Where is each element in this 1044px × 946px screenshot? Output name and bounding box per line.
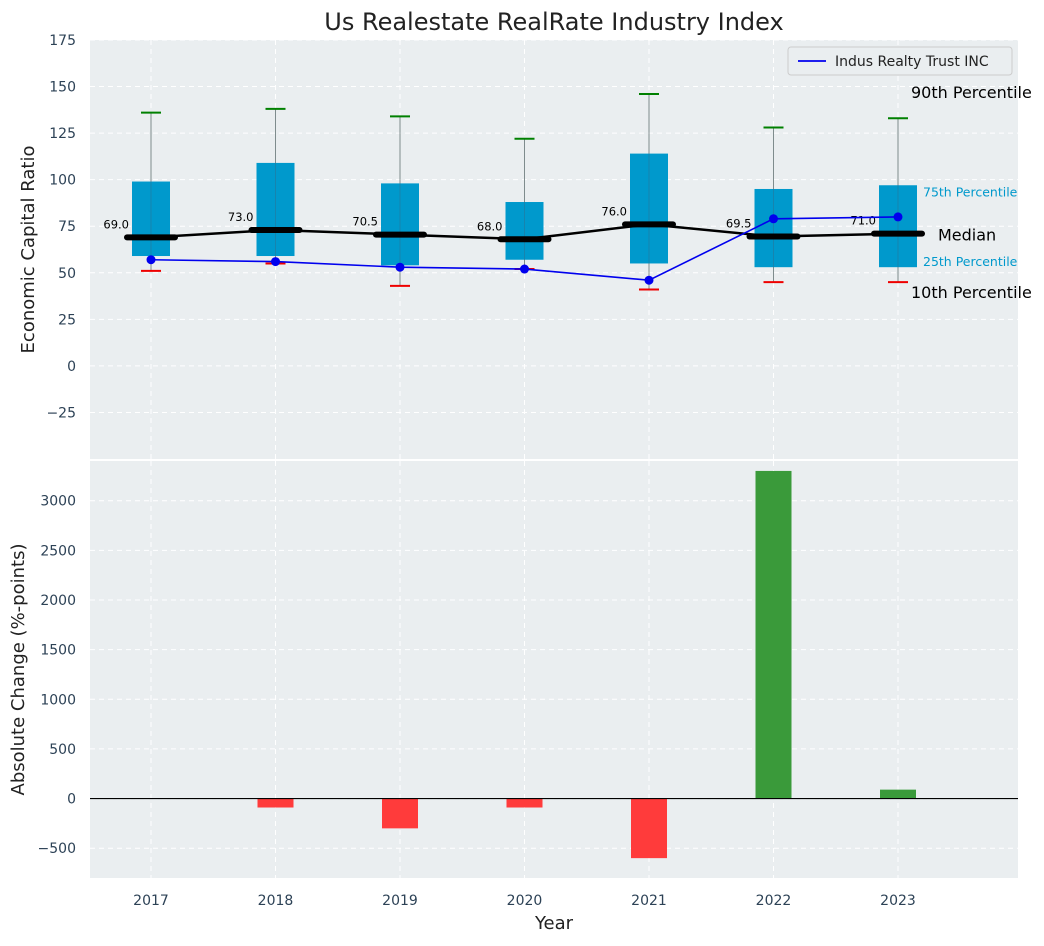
x-tick-label: 2017 [133,893,169,909]
x-tick-label: 2021 [631,893,667,909]
company-series-point [271,257,280,267]
top-y-tick-label: 0 [67,359,76,375]
change-bar [506,798,543,808]
bottom-y-tick-label: 500 [49,742,76,758]
company-series-point [644,275,654,285]
top-panel-background [90,40,1018,459]
company-series-point [520,264,529,274]
median-value-label: 69.5 [726,216,752,230]
change-bar [631,798,667,859]
top-y-tick-label: 125 [49,126,76,142]
legend-entry-label: Indus Realty Trust INC [835,54,989,70]
change-bar [880,789,916,799]
top-y-tick-label: 100 [49,173,76,189]
median-value-label: 69.0 [103,217,129,231]
top-y-axis-label: Economic Capital Ratio [18,146,39,354]
bottom-y-tick-label: 2000 [40,593,76,609]
bottom-y-tick-label: 1500 [40,643,76,659]
top-y-tick-label: 75 [58,219,76,235]
bottom-y-tick-label: −500 [38,841,76,857]
annotation-p75: 75th Percentile [923,184,1018,199]
top-y-tick-label: −25 [46,405,76,421]
bottom-panel-background [90,461,1018,878]
company-series-point [395,262,405,272]
change-bar [382,798,418,829]
top-y-tick-label: 50 [58,266,76,282]
x-tick-label: 2022 [756,893,792,909]
x-axis-label: Year [534,913,574,934]
top-y-tick-label: 175 [49,33,76,49]
median-value-label: 68.0 [477,219,503,233]
x-tick-label: 2020 [507,893,543,909]
company-series-point [146,255,156,265]
annotation-p25: 25th Percentile [923,254,1018,269]
annotation-p90: 90th Percentile [911,83,1032,102]
median-value-label: 76.0 [601,204,627,218]
annotation-median: Median [938,226,996,245]
bottom-y-tick-label: 2500 [40,543,76,559]
bottom-y-tick-label: 1000 [40,692,76,708]
x-tick-label: 2023 [880,893,916,909]
median-value-label: 70.5 [352,215,378,229]
annotation-p10: 10th Percentile [911,283,1032,302]
median-value-label: 73.0 [228,210,254,224]
company-series-point [893,212,903,222]
x-tick-label: 2018 [258,893,294,909]
company-series-point [769,214,778,224]
change-bar [755,470,792,799]
x-tick-label: 2019 [382,893,418,909]
top-y-tick-label: 25 [58,312,76,328]
bottom-y-tick-label: 3000 [40,494,76,510]
legend-box [787,46,1013,76]
top-y-tick-label: 150 [49,80,76,96]
chart-title: Us Realestate RealRate Industry Index [324,8,783,36]
change-bar [257,798,294,808]
median-value-label: 71.0 [850,214,876,228]
bottom-y-axis-label: Absolute Change (%-points) [8,544,29,796]
bottom-y-tick-label: 0 [67,792,76,808]
